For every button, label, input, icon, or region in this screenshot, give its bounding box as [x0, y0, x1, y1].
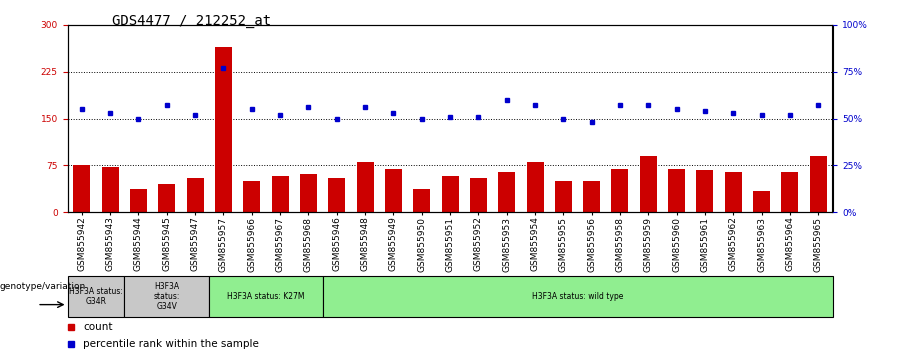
Bar — [186, 178, 203, 212]
Bar — [640, 156, 657, 212]
Bar — [300, 173, 317, 212]
Bar — [810, 156, 827, 212]
Bar — [356, 162, 374, 212]
Bar — [322, 276, 832, 317]
Text: H3F3A status: wild type: H3F3A status: wild type — [532, 292, 623, 301]
Bar — [753, 190, 770, 212]
Bar — [697, 170, 714, 212]
Text: count: count — [83, 321, 112, 332]
Bar — [724, 172, 742, 212]
Bar — [68, 276, 124, 317]
Bar — [385, 169, 401, 212]
Bar — [328, 178, 346, 212]
Bar — [73, 165, 90, 212]
Bar — [209, 276, 322, 317]
Bar — [442, 176, 458, 212]
Text: genotype/variation: genotype/variation — [0, 282, 86, 291]
Bar — [102, 167, 119, 212]
Bar — [272, 176, 289, 212]
Text: H3F3A
status:
G34V: H3F3A status: G34V — [154, 281, 180, 312]
Bar — [158, 184, 176, 212]
Bar — [583, 181, 600, 212]
Bar — [130, 189, 147, 212]
Bar — [781, 172, 798, 212]
Bar — [413, 189, 430, 212]
Bar — [611, 169, 628, 212]
Bar — [668, 169, 685, 212]
Text: percentile rank within the sample: percentile rank within the sample — [83, 339, 259, 349]
Text: H3F3A status: K27M: H3F3A status: K27M — [227, 292, 304, 301]
Bar — [526, 162, 544, 212]
Bar — [499, 172, 515, 212]
Bar — [124, 276, 209, 317]
Text: GDS4477 / 212252_at: GDS4477 / 212252_at — [112, 14, 272, 28]
Text: H3F3A status:
G34R: H3F3A status: G34R — [69, 287, 122, 306]
Bar — [554, 181, 572, 212]
Bar — [243, 181, 260, 212]
Bar — [215, 47, 232, 212]
Bar — [470, 178, 487, 212]
